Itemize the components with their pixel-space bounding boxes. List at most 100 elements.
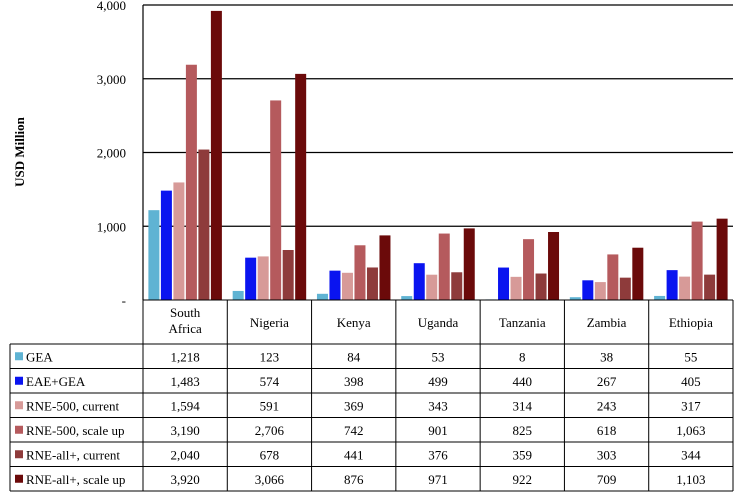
bar xyxy=(257,256,269,300)
bar xyxy=(413,263,425,300)
data-label: 742 xyxy=(344,423,364,438)
data-label: 971 xyxy=(428,472,448,487)
legend-entry: GEA xyxy=(26,349,53,364)
data-label: 901 xyxy=(428,423,448,438)
data-label: 53 xyxy=(432,349,445,364)
bar xyxy=(295,73,307,300)
legend-key xyxy=(15,474,23,483)
data-label: 574 xyxy=(260,374,280,389)
y-tick-label: - xyxy=(122,293,126,308)
bar xyxy=(232,290,244,300)
bar xyxy=(426,274,438,300)
bar xyxy=(160,190,172,300)
data-label: 376 xyxy=(428,447,448,462)
data-label: 922 xyxy=(513,472,533,487)
data-label: 591 xyxy=(260,398,280,413)
legend-key xyxy=(15,401,23,410)
data-label: 2,706 xyxy=(255,423,285,438)
bar xyxy=(366,267,378,300)
category-label: Kenya xyxy=(337,315,371,330)
data-label: 1,218 xyxy=(171,349,200,364)
data-label: 618 xyxy=(597,423,617,438)
y-tick-label: 2,000 xyxy=(97,146,126,161)
data-label: 314 xyxy=(513,398,533,413)
bar xyxy=(619,277,631,300)
bar xyxy=(666,270,678,300)
y-tick-labels: - 1,000 2,000 3,000 4,000 xyxy=(97,0,126,308)
data-label: 369 xyxy=(344,398,364,413)
data-label: 825 xyxy=(513,423,533,438)
data-label: 1,594 xyxy=(171,398,201,413)
bar xyxy=(401,296,413,300)
bar xyxy=(523,239,535,300)
bar xyxy=(632,247,644,300)
bar xyxy=(148,210,160,300)
data-label: 3,190 xyxy=(171,423,200,438)
bar xyxy=(679,276,691,300)
data-label: 709 xyxy=(597,472,617,487)
data-label: 1,063 xyxy=(676,423,705,438)
legend-entry: RNE-all+, current xyxy=(26,447,120,462)
data-label: 876 xyxy=(344,472,364,487)
y-axis-title: USD Million xyxy=(12,116,27,186)
series-5 xyxy=(198,149,716,300)
series-3 xyxy=(173,182,691,300)
data-label: 398 xyxy=(344,374,364,389)
bar xyxy=(270,100,282,301)
data-label: 2,040 xyxy=(171,447,200,462)
bar xyxy=(498,267,510,300)
series-4 xyxy=(185,64,703,301)
gridlines xyxy=(143,4,733,227)
bar xyxy=(341,272,353,300)
legend-key xyxy=(15,352,23,361)
bar xyxy=(535,273,547,300)
data-label: 678 xyxy=(260,447,280,462)
bar xyxy=(438,233,450,300)
bar xyxy=(463,228,475,300)
data-label: 38 xyxy=(600,349,613,364)
data-label: 3,066 xyxy=(255,472,285,487)
data-label: 317 xyxy=(681,398,701,413)
bar xyxy=(282,249,294,300)
bar xyxy=(210,10,222,301)
bar xyxy=(654,295,666,300)
y-tick-label: 4,000 xyxy=(97,0,126,13)
category-label: Zambia xyxy=(587,315,627,330)
bar xyxy=(691,221,703,300)
bar xyxy=(704,274,716,300)
data-label: 343 xyxy=(428,398,448,413)
data-label: 344 xyxy=(681,447,701,462)
data-label: 440 xyxy=(513,374,533,389)
bar xyxy=(379,235,391,300)
data-label: 303 xyxy=(597,447,617,462)
category-label: South xyxy=(170,305,201,320)
legend-entry: EAE+GEA xyxy=(26,374,86,389)
legend-key xyxy=(15,376,23,385)
bar xyxy=(716,218,728,300)
data-label: 1,483 xyxy=(171,374,200,389)
legend-entry: RNE-500, current xyxy=(26,398,120,413)
data-label: 499 xyxy=(428,374,448,389)
data-label: 267 xyxy=(597,374,617,389)
bar xyxy=(569,297,581,300)
bar xyxy=(185,64,197,300)
category-label: Ethiopia xyxy=(669,315,713,330)
data-label: 243 xyxy=(597,398,617,413)
y-tick-label: 1,000 xyxy=(97,219,126,234)
category-label: Africa xyxy=(169,321,202,336)
bar xyxy=(451,272,463,300)
bars xyxy=(148,10,728,301)
category-label: Tanzania xyxy=(499,315,546,330)
bar xyxy=(607,254,619,300)
bar xyxy=(316,293,328,300)
data-label: 405 xyxy=(681,374,701,389)
legend-key xyxy=(15,425,23,434)
bar xyxy=(329,270,341,300)
legend-entry: RNE-500, scale up xyxy=(26,423,125,438)
y-tick-label: 3,000 xyxy=(97,72,126,87)
data-label: 3,920 xyxy=(171,472,200,487)
data-label: 359 xyxy=(513,447,533,462)
bar xyxy=(594,282,606,300)
